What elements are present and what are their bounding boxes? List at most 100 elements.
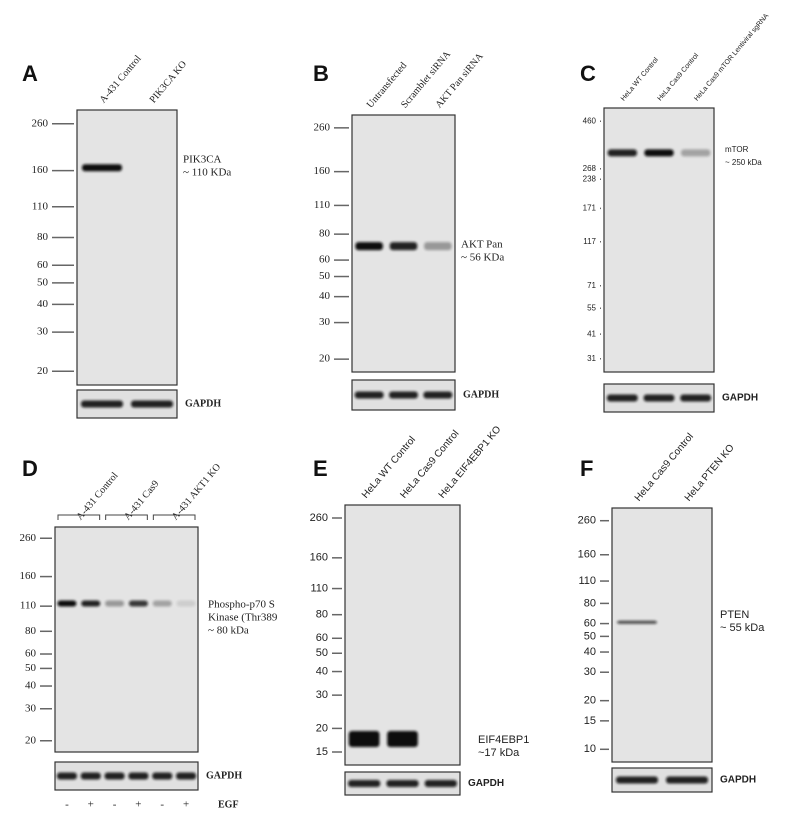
- marker-label: 60: [319, 254, 331, 266]
- band: [387, 731, 418, 747]
- lane-label: A-431 AKT1 KO: [170, 462, 223, 523]
- marker-label: 260: [32, 117, 49, 129]
- target-label: ~ 80 kDa: [208, 625, 249, 637]
- band: [105, 600, 125, 607]
- marker-label: 40: [25, 680, 37, 692]
- loading-label: GAPDH: [206, 770, 242, 781]
- marker-label: 80: [37, 231, 49, 243]
- marker-label: 41: [587, 329, 596, 338]
- marker-label: 117: [583, 237, 596, 246]
- marker-label: 50: [37, 276, 49, 288]
- marker-label: 80: [319, 228, 331, 240]
- gapdh-band: [389, 391, 418, 399]
- marker-label: 60: [584, 617, 596, 629]
- gapdh-band: [176, 772, 197, 780]
- lane-label: HeLa Cas9 Control: [657, 52, 701, 102]
- loading-label: GAPDH: [722, 393, 758, 404]
- target-label: EIF4EBP1: [478, 734, 529, 746]
- marker-label: 238: [583, 174, 597, 183]
- lane-label: A-431 Cas9: [122, 479, 161, 523]
- marker-label: 110: [578, 575, 596, 587]
- gapdh-band: [616, 776, 658, 784]
- marker-label: 110: [32, 200, 49, 212]
- marker-label: 260: [20, 532, 37, 544]
- marker-label: 50: [316, 647, 328, 659]
- marker-label: 60: [25, 648, 37, 660]
- band: [176, 600, 196, 607]
- panel-letter: C: [580, 61, 596, 86]
- marker-label: 50: [25, 662, 37, 674]
- target-label: mTOR: [725, 145, 749, 154]
- gapdh-band: [424, 780, 457, 787]
- loading-label: GAPDH: [468, 778, 504, 789]
- marker-label: 60: [37, 259, 49, 271]
- loading-blot: [54, 761, 199, 791]
- lane-label: PIK3CA KO: [148, 59, 189, 105]
- marker-label: 260: [314, 121, 331, 133]
- target-label: ~ 56 KDa: [461, 252, 504, 264]
- panel-letter: E: [313, 456, 328, 481]
- gapdh-band: [128, 772, 149, 780]
- target-label: ~ 250 kDa: [725, 158, 762, 167]
- marker-label: 50: [319, 270, 331, 282]
- target-label: ~ 110 KDa: [183, 167, 231, 179]
- lane-bracket: [57, 514, 101, 520]
- marker-label: 160: [32, 164, 49, 176]
- gapdh-band: [666, 776, 708, 784]
- band: [607, 149, 637, 157]
- gapdh-band: [423, 391, 453, 399]
- treatment-sign: -: [65, 799, 69, 811]
- marker-label: 30: [37, 326, 49, 338]
- treatment-sign: +: [183, 799, 189, 811]
- marker-label: 20: [584, 695, 596, 707]
- lane-label: HeLa WT Control: [620, 56, 660, 102]
- treatment-sign: -: [113, 799, 117, 811]
- marker-label: 60: [316, 632, 328, 644]
- marker-label: 30: [25, 702, 37, 714]
- lane-label: A-431 Control: [98, 53, 144, 105]
- treatment-sign: +: [135, 799, 141, 811]
- marker-label: 260: [310, 512, 328, 524]
- treatment-sign: +: [88, 799, 94, 811]
- marker-label: 10: [584, 743, 596, 755]
- gapdh-band: [152, 772, 173, 780]
- gapdh-band: [643, 394, 675, 402]
- marker-label: 268: [583, 164, 597, 173]
- band: [82, 164, 122, 172]
- marker-label: 40: [319, 290, 331, 302]
- marker-label: 110: [20, 600, 37, 612]
- marker-label: 71: [587, 281, 596, 290]
- marker-label: 50: [584, 630, 596, 642]
- panel-letter: B: [313, 61, 329, 86]
- panel-letter: F: [580, 456, 593, 481]
- marker-label: 20: [316, 722, 328, 734]
- marker-label: 20: [319, 353, 331, 365]
- marker-label: 20: [37, 365, 49, 377]
- blot: [76, 109, 178, 386]
- lane-bracket: [152, 514, 196, 520]
- gapdh-band: [80, 772, 101, 780]
- lane-bracket: [105, 514, 148, 520]
- target-label: AKT Pan: [461, 239, 503, 251]
- target-label: PIK3CA: [183, 154, 222, 166]
- marker-label: 55: [587, 303, 596, 312]
- marker-label: 160: [20, 570, 37, 582]
- loading-label: GAPDH: [720, 775, 756, 786]
- marker-label: 260: [578, 515, 596, 527]
- gapdh-band: [56, 772, 77, 780]
- treatment-sign: -: [160, 799, 164, 811]
- marker-label: 160: [310, 552, 328, 564]
- band: [424, 242, 452, 251]
- marker-label: 460: [583, 116, 597, 125]
- band: [152, 600, 172, 607]
- target-label: Phospho-p70 S: [208, 599, 275, 611]
- blot: [603, 107, 715, 373]
- marker-label: 160: [578, 549, 596, 561]
- band: [617, 620, 657, 624]
- blot: [54, 526, 199, 753]
- marker-label: 80: [584, 597, 596, 609]
- marker-label: 30: [316, 689, 328, 701]
- target-label: Kinase (Thr389: [208, 612, 278, 624]
- marker-label: 110: [314, 199, 331, 211]
